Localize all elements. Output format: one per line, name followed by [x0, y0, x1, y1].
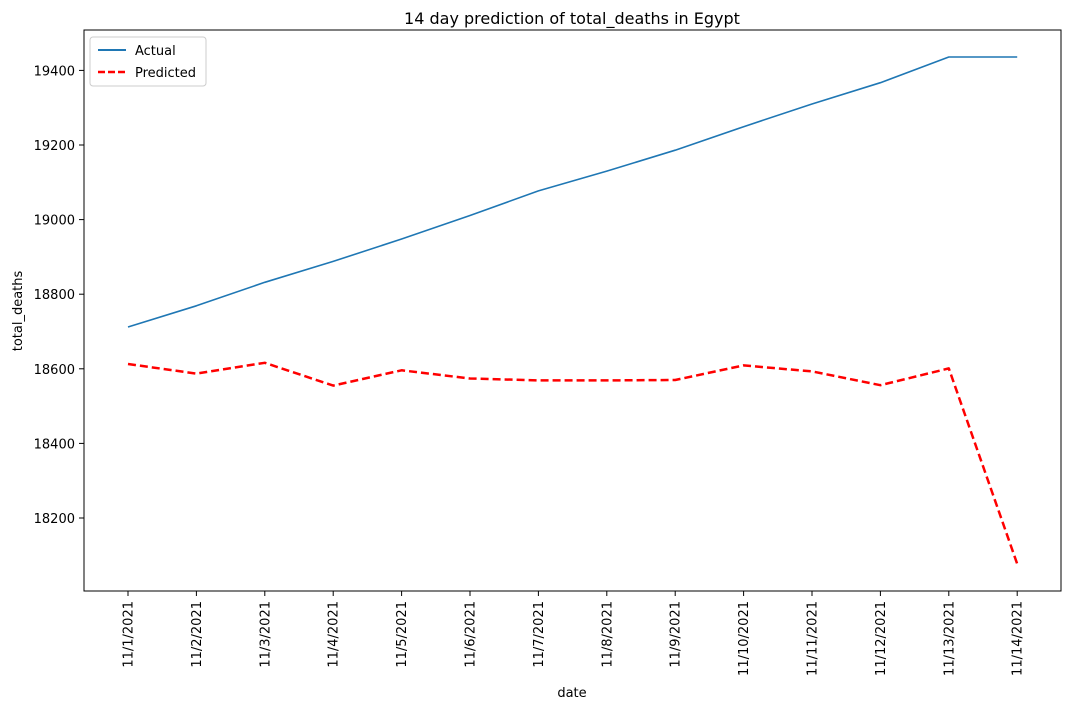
x-tick-label: 11/12/2021 [874, 601, 889, 676]
y-tick-label: 19200 [34, 139, 75, 154]
x-tick-label: 11/10/2021 [737, 601, 752, 676]
plot-frame [83, 29, 1062, 592]
x-tick-label: 11/13/2021 [942, 601, 957, 676]
x-axis: 11/1/2021 11/2/2021 11/3/2021 11/4/2021 11/5… [122, 591, 1026, 676]
x-tick-label: 11/2/2021 [190, 601, 205, 668]
series-layer [127, 56, 1019, 565]
legend-label-predicted: Predicted [135, 66, 196, 81]
y-tick-label: 18600 [34, 363, 75, 378]
y-tick-label: 18800 [34, 288, 75, 303]
x-tick-label: 11/1/2021 [122, 601, 137, 668]
x-tick-label: 11/9/2021 [669, 601, 684, 668]
x-tick-label: 11/5/2021 [395, 601, 410, 668]
x-tick-label: 11/3/2021 [258, 601, 273, 668]
x-axis-label: date [557, 686, 586, 701]
y-tick-label: 19400 [34, 64, 75, 79]
x-tick-label: 11/6/2021 [464, 601, 479, 668]
legend-label-actual: Actual [135, 44, 176, 59]
y-tick-label: 18200 [34, 512, 75, 527]
y-axis: 18200 18400 18600 18800 19000 19200 19400 [34, 64, 84, 527]
y-tick-label: 19000 [34, 214, 75, 229]
series-line-predicted [127, 361, 1019, 565]
series-line-actual [127, 56, 1018, 328]
legend: Actual Predicted [89, 36, 207, 87]
x-tick-label: 11/14/2021 [1011, 601, 1026, 676]
x-tick-label: 11/4/2021 [327, 601, 342, 668]
x-tick-label: 11/7/2021 [532, 601, 547, 668]
x-tick-label: 11/11/2021 [806, 601, 821, 676]
chart-title: 14 day prediction of total_deaths in Egy… [404, 9, 740, 29]
y-axis-label: total_deaths [11, 271, 26, 352]
y-tick-label: 18400 [34, 437, 75, 452]
x-tick-label: 11/8/2021 [600, 601, 615, 668]
